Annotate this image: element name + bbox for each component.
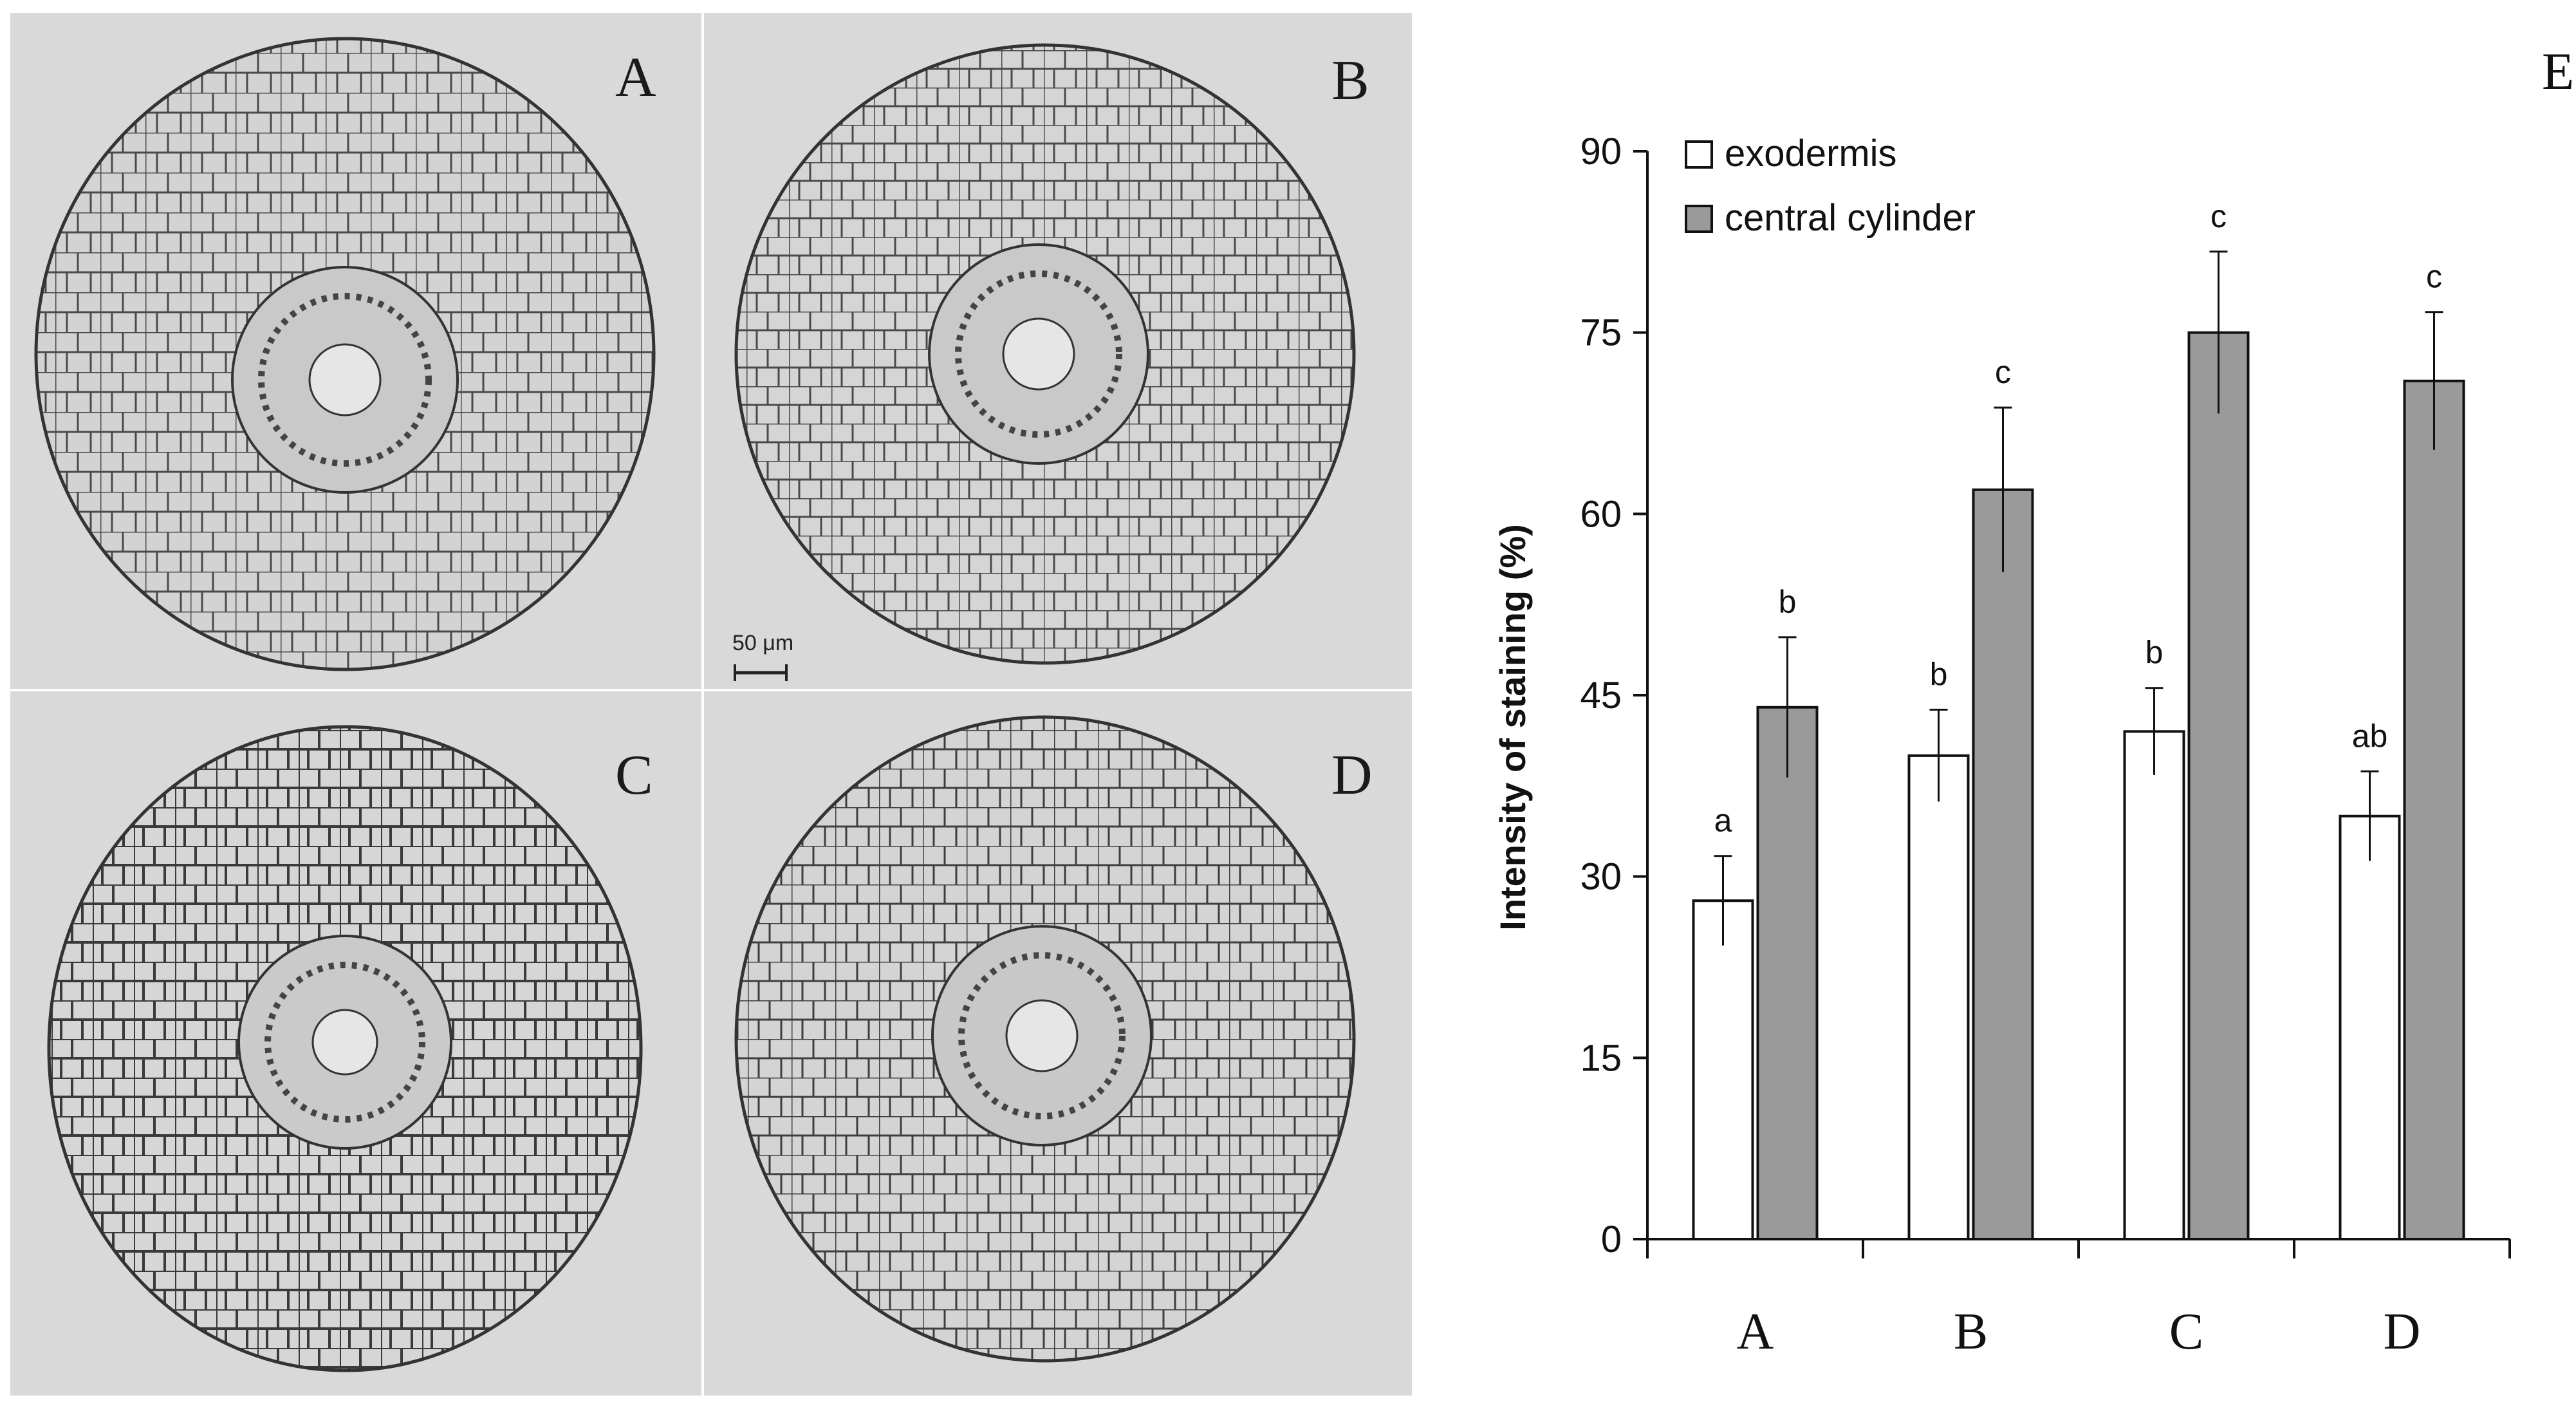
legend-label: exodermis	[1725, 133, 1897, 174]
y-tick-label: 90	[1580, 131, 1622, 173]
panel-letter-e: E	[2542, 42, 2574, 100]
y-axis-label: Intensity of staining (%)	[1492, 524, 1533, 931]
micrograph-panel-d: D	[704, 691, 1412, 1396]
bar-central-cylinder	[2403, 379, 2465, 1240]
root-cross-section-c	[47, 725, 643, 1372]
panel-letter-d: D	[1331, 744, 1373, 807]
micrograph-panel-b: B 50 μm	[704, 13, 1412, 689]
y-tick-label: 75	[1580, 312, 1622, 354]
panel-letter-c: C	[615, 744, 653, 807]
bar-central-cylinder	[1972, 488, 2034, 1240]
y-tick-label: 60	[1580, 493, 1622, 535]
significance-label: c	[2426, 259, 2442, 295]
bar-chart: E Intensity of staining (%) 0 15 30 45 60 75 9…	[1492, 42, 2574, 1360]
scale-bar-label: 50 μm	[732, 631, 794, 655]
y-tick-label: 30	[1580, 856, 1622, 898]
root-cross-section-d	[734, 715, 1356, 1363]
bar-exodermis	[2339, 814, 2401, 1241]
bar-central-cylinder	[1756, 706, 1819, 1241]
micrograph-panel-a: A	[10, 13, 701, 689]
root-cross-section-a	[34, 37, 656, 671]
legend-label: central cylinder	[1725, 197, 1976, 239]
legend-swatch	[1685, 205, 1713, 233]
bar-exodermis	[1692, 899, 1754, 1240]
x-category-label: D	[2384, 1304, 2421, 1360]
root-cross-section-b	[734, 43, 1356, 681]
x-category-label: C	[2169, 1304, 2203, 1360]
panel-letter-b: B	[1331, 50, 1369, 112]
significance-label: c	[1995, 354, 2011, 390]
significance-label: b	[1779, 584, 1797, 620]
significance-label: b	[1930, 657, 1948, 693]
y-tick-label: 45	[1580, 675, 1622, 716]
x-category-label: B	[1954, 1304, 1988, 1360]
y-tick-label: 15	[1580, 1037, 1622, 1079]
y-tick-label: 0	[1601, 1219, 1622, 1260]
significance-label: ab	[2352, 718, 2388, 754]
legend-swatch	[1685, 140, 1713, 169]
bar-exodermis	[1907, 754, 1970, 1240]
significance-label: b	[2145, 635, 2164, 671]
panel-letter-a: A	[615, 46, 656, 109]
significance-label: c	[2210, 198, 2227, 234]
bar-central-cylinder	[2187, 331, 2250, 1241]
x-category-label: A	[1737, 1304, 1774, 1360]
micrograph-panel-c: C	[10, 691, 701, 1396]
significance-label: a	[1714, 803, 1732, 839]
bar-exodermis	[2123, 730, 2185, 1241]
